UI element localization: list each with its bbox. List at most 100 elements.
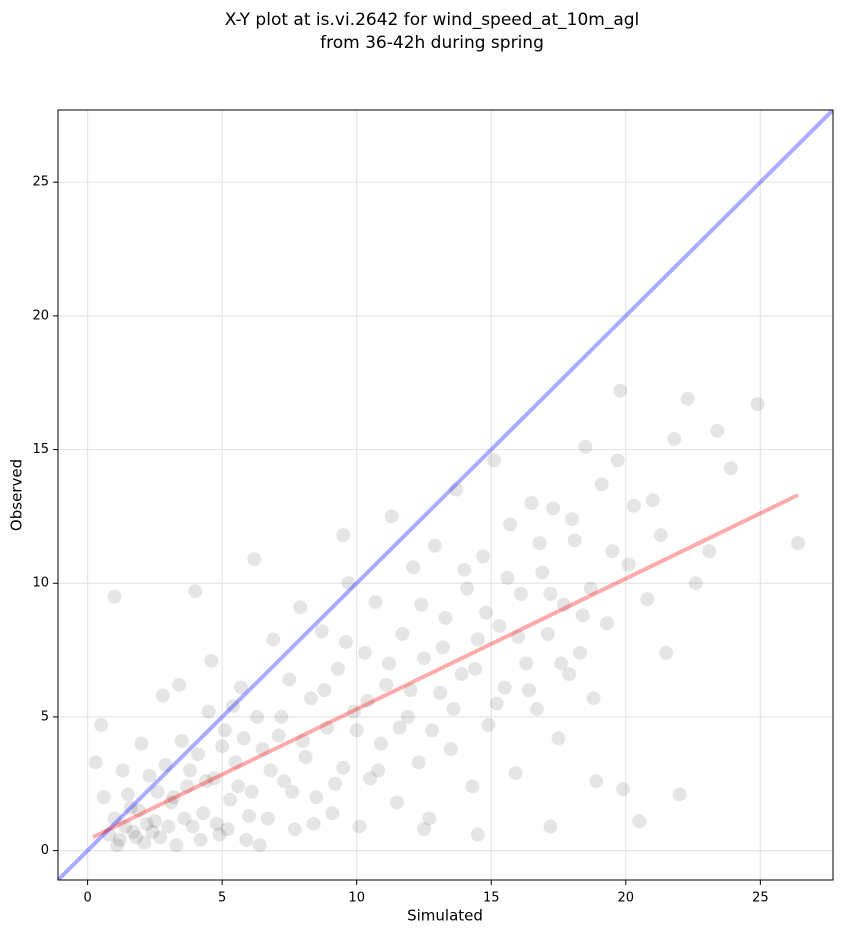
point — [107, 811, 122, 826]
point — [177, 811, 192, 826]
point — [193, 832, 208, 847]
point — [244, 784, 259, 799]
point — [589, 774, 604, 789]
point — [465, 779, 480, 794]
point — [102, 827, 117, 842]
point — [470, 827, 485, 842]
point — [338, 635, 353, 650]
point — [233, 680, 248, 695]
point — [110, 838, 125, 853]
point — [457, 562, 472, 577]
x-tick-label: 20 — [618, 891, 635, 906]
point — [449, 482, 464, 497]
point — [306, 816, 321, 831]
point — [613, 383, 628, 398]
point — [406, 560, 421, 575]
point — [414, 597, 429, 612]
point — [659, 645, 674, 660]
point — [400, 709, 415, 724]
point — [328, 776, 343, 791]
point — [196, 806, 211, 821]
point — [309, 790, 324, 805]
x-tick-label: 5 — [218, 891, 226, 906]
point — [573, 645, 588, 660]
point — [416, 822, 431, 837]
point — [543, 819, 558, 834]
point — [341, 576, 356, 591]
point — [524, 496, 539, 511]
point — [433, 685, 448, 700]
point — [390, 795, 405, 810]
point — [489, 696, 504, 711]
point — [129, 830, 144, 845]
point — [513, 586, 528, 601]
point — [295, 733, 310, 748]
point — [363, 771, 378, 786]
point — [150, 784, 165, 799]
point — [182, 763, 197, 778]
point — [263, 763, 278, 778]
point — [204, 653, 219, 668]
point — [500, 570, 515, 585]
point — [605, 544, 620, 559]
point — [285, 784, 300, 799]
point — [379, 677, 394, 692]
point — [320, 720, 335, 735]
point — [282, 672, 297, 687]
point — [438, 610, 453, 625]
point — [481, 717, 496, 732]
point — [118, 819, 133, 834]
point — [476, 549, 491, 564]
point — [190, 747, 205, 762]
point — [185, 819, 200, 834]
point — [357, 645, 372, 660]
point — [153, 830, 168, 845]
point — [360, 693, 375, 708]
point — [672, 787, 687, 802]
point — [529, 701, 544, 716]
point — [470, 632, 485, 647]
y-tick-label: 5 — [41, 709, 49, 724]
point — [554, 656, 569, 671]
point — [123, 800, 138, 815]
chart-title: X-Y plot at is.vi.2642 for wind_speed_at… — [225, 10, 640, 30]
chart-title: from 36-42h during spring — [320, 33, 544, 53]
point — [425, 723, 440, 738]
point — [723, 461, 738, 476]
y-tick-label: 0 — [41, 843, 49, 858]
point — [298, 750, 313, 765]
point — [535, 565, 550, 580]
point — [416, 651, 431, 666]
point — [201, 704, 216, 719]
point — [247, 552, 262, 567]
point — [422, 811, 437, 826]
point — [594, 477, 609, 492]
x-tick-label: 25 — [752, 891, 769, 906]
point — [427, 538, 442, 553]
point — [546, 501, 561, 516]
point — [112, 832, 127, 847]
point — [287, 822, 302, 837]
point — [556, 597, 571, 612]
point — [368, 594, 383, 609]
point — [508, 766, 523, 781]
point — [137, 835, 152, 850]
point — [317, 683, 332, 698]
point — [164, 795, 179, 810]
point — [551, 731, 566, 746]
point — [411, 755, 426, 770]
point — [610, 453, 625, 468]
point — [702, 544, 717, 559]
y-tick-label: 25 — [32, 175, 49, 190]
point — [131, 803, 146, 818]
point — [271, 728, 286, 743]
point — [478, 605, 493, 620]
point — [274, 709, 289, 724]
point — [325, 806, 340, 821]
point — [215, 739, 230, 754]
point — [120, 787, 135, 802]
point — [349, 723, 364, 738]
x-tick-label: 0 — [83, 891, 91, 906]
point — [126, 824, 141, 839]
point — [626, 498, 641, 513]
